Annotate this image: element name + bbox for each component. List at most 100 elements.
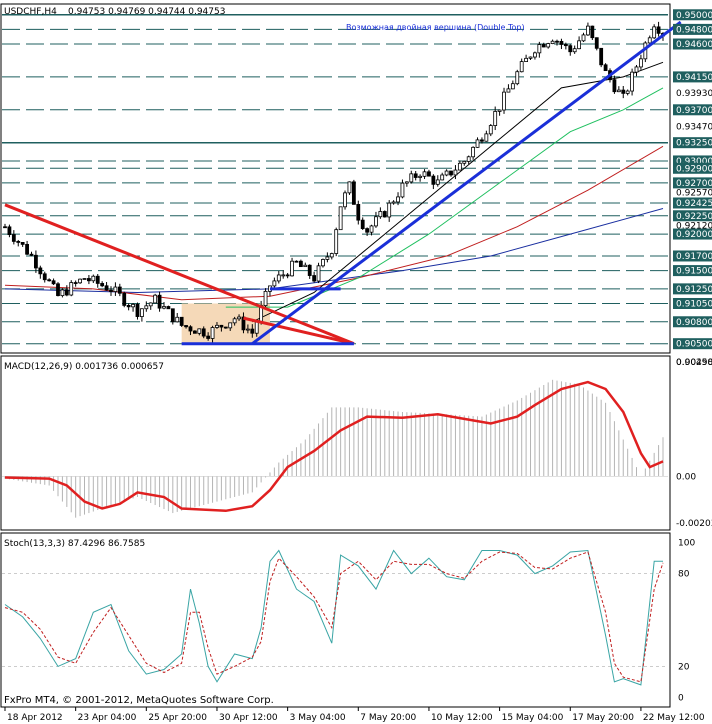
candle-body xyxy=(497,109,502,112)
stoch-main-line xyxy=(4,549,663,686)
candle-body xyxy=(612,79,617,93)
candle-body xyxy=(449,170,453,176)
candle-body xyxy=(347,181,352,194)
time-tick-label: 15 May 04:00 xyxy=(502,713,564,723)
candle-body xyxy=(480,139,484,142)
stochastic-indicator xyxy=(2,549,668,686)
candle-body xyxy=(245,328,250,331)
candle-body xyxy=(343,192,347,208)
candle-body xyxy=(422,171,427,177)
candle-body xyxy=(250,328,255,334)
price-label-bg xyxy=(673,162,712,174)
candle-body xyxy=(69,282,74,296)
stoch-tick-label: 80 xyxy=(678,570,690,580)
candle-body xyxy=(184,325,188,328)
candle-body xyxy=(493,111,498,126)
ma-blue-line xyxy=(4,208,664,294)
stoch-signal-line xyxy=(4,551,664,683)
price-label-bg xyxy=(673,137,712,149)
candle-body xyxy=(316,265,321,282)
candle-body xyxy=(166,306,171,310)
candle-body xyxy=(135,303,140,317)
price-tick-label: 0.92425 xyxy=(676,199,712,209)
candle-body xyxy=(625,90,630,94)
price-tick-label: 0.92700 xyxy=(676,179,712,189)
candle-body xyxy=(484,133,489,142)
candle-body xyxy=(568,45,573,53)
candle-body xyxy=(563,44,568,47)
price-label-bg xyxy=(673,338,712,350)
candle-body xyxy=(281,274,286,277)
candle-body xyxy=(232,318,237,324)
trendlines xyxy=(4,20,682,346)
candle-body xyxy=(594,37,599,49)
candle-body xyxy=(51,280,56,285)
candle-body xyxy=(555,40,559,43)
time-tick-label: 17 May 20:00 xyxy=(572,713,634,723)
price-tick-label: 0.92900 xyxy=(676,164,712,174)
candle-body xyxy=(590,25,595,39)
horizontal-levels xyxy=(2,14,668,345)
candle-body xyxy=(192,330,197,334)
time-tick-label: 7 May 20:00 xyxy=(360,713,416,723)
candle-body xyxy=(228,322,233,329)
candle-body xyxy=(400,182,405,198)
candle-body xyxy=(153,294,158,304)
candle-body xyxy=(462,160,467,164)
candle-body xyxy=(20,242,25,245)
candle-body xyxy=(360,219,365,229)
macd-tick-label: -0.00203 xyxy=(676,519,712,529)
stoch-tick-label: 0 xyxy=(678,693,684,703)
candle-body xyxy=(475,139,480,148)
ma-green-line xyxy=(225,87,664,308)
price-label-bg xyxy=(673,38,712,50)
price-tick-label: 0.92000 xyxy=(676,230,712,240)
candle-body xyxy=(170,308,175,323)
candle-body xyxy=(104,285,109,291)
candle-body xyxy=(453,169,458,176)
candle-body xyxy=(647,37,652,44)
price-axis: 0.95000 0.94800 0.94600 0.94150 0.93930 0.937… xyxy=(673,9,712,368)
stoch-pane-frame xyxy=(0,532,671,708)
price-tick-label: 0.92570 xyxy=(676,188,712,198)
candle-body xyxy=(502,91,506,111)
candle-body xyxy=(91,275,96,282)
candle-body xyxy=(466,156,471,162)
price-tick-label: 0.91250 xyxy=(676,285,712,295)
candle-body xyxy=(374,216,378,227)
candle-body xyxy=(338,206,343,231)
candle-body xyxy=(197,328,202,334)
candle-body xyxy=(471,146,476,158)
price-tick-label: 0.92120 xyxy=(676,221,712,231)
candle-body xyxy=(276,274,281,282)
candle-body xyxy=(263,290,268,307)
candle-body xyxy=(179,316,184,326)
price-label-bg xyxy=(673,23,712,35)
candle-body xyxy=(188,326,193,332)
price-tick-label: 0.91050 xyxy=(676,299,712,309)
candle-body xyxy=(237,316,241,320)
candle-body xyxy=(223,326,228,329)
candle-body xyxy=(365,228,370,233)
stoch-tick-label: 20 xyxy=(678,662,690,672)
stoch-axis: 100 80 20 0 xyxy=(678,539,695,704)
candle-body xyxy=(139,308,144,317)
macd-tick-label: 0.00 xyxy=(676,472,696,482)
candle-body xyxy=(634,66,639,73)
candle-body xyxy=(100,283,105,287)
candle-body xyxy=(254,321,259,334)
candle-body xyxy=(82,278,87,280)
price-tick-label: 0.93700 xyxy=(676,106,712,116)
price-label-bg xyxy=(673,297,712,309)
candle-body xyxy=(95,275,100,284)
candle-body xyxy=(294,260,299,263)
candle-body xyxy=(64,289,69,296)
price-label-bg xyxy=(673,9,712,21)
candle-body xyxy=(652,26,657,39)
candle-body xyxy=(157,294,162,309)
candle-body xyxy=(559,40,564,45)
main-pane-frame xyxy=(0,3,671,354)
candle-body xyxy=(524,57,529,63)
chart-header-ohlc: 0.94753 0.94769 0.94744 0.94753 xyxy=(68,7,225,17)
candle-body xyxy=(639,58,643,68)
